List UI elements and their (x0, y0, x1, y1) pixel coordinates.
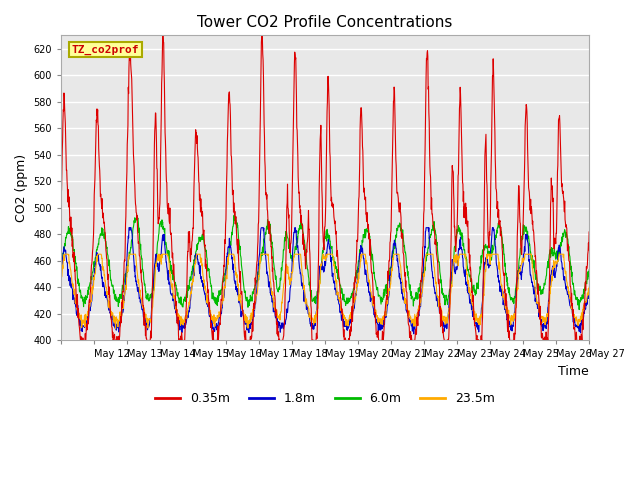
0.35m (586, 229, 593, 235)
6.0m (58, 264, 65, 269)
6.0m (575, 307, 583, 312)
23.5m (112, 326, 120, 332)
1.8m (140, 314, 148, 320)
Line: 0.35m: 0.35m (61, 36, 589, 340)
Y-axis label: CO2 (ppm): CO2 (ppm) (15, 154, 28, 222)
23.5m (586, 284, 593, 290)
Line: 6.0m: 6.0m (61, 215, 589, 310)
0.35m (312, 337, 319, 343)
6.0m (312, 293, 319, 299)
0.35m (450, 200, 458, 205)
23.5m (527, 252, 535, 257)
0.35m (58, 191, 65, 197)
6.0m (527, 256, 535, 262)
Line: 23.5m: 23.5m (61, 254, 589, 329)
6.0m (450, 257, 458, 263)
0.35m (140, 323, 148, 328)
X-axis label: Time: Time (558, 365, 589, 378)
0.35m (527, 204, 535, 210)
23.5m (579, 307, 587, 313)
0.35m (302, 266, 310, 272)
1.8m (312, 323, 319, 328)
1.8m (579, 315, 587, 321)
0.35m (579, 327, 587, 333)
1.8m (58, 269, 65, 275)
0.35m (159, 33, 167, 38)
1.8m (410, 331, 417, 336)
Text: TZ_co2prof: TZ_co2prof (72, 45, 140, 55)
0.35m (77, 337, 84, 343)
Title: Tower CO2 Profile Concentrations: Tower CO2 Profile Concentrations (198, 15, 453, 30)
1.8m (450, 262, 458, 267)
23.5m (312, 318, 319, 324)
6.0m (579, 296, 587, 301)
23.5m (302, 296, 310, 302)
1.8m (586, 288, 593, 294)
23.5m (141, 307, 148, 313)
1.8m (301, 300, 309, 305)
23.5m (450, 259, 458, 264)
23.5m (61, 252, 68, 257)
1.8m (527, 276, 535, 281)
Line: 1.8m: 1.8m (61, 228, 589, 334)
6.0m (140, 276, 148, 282)
6.0m (586, 267, 593, 273)
6.0m (301, 249, 309, 254)
6.0m (230, 212, 238, 217)
1.8m (125, 225, 133, 230)
23.5m (58, 278, 65, 284)
Legend: 0.35m, 1.8m, 6.0m, 23.5m: 0.35m, 1.8m, 6.0m, 23.5m (150, 387, 500, 410)
